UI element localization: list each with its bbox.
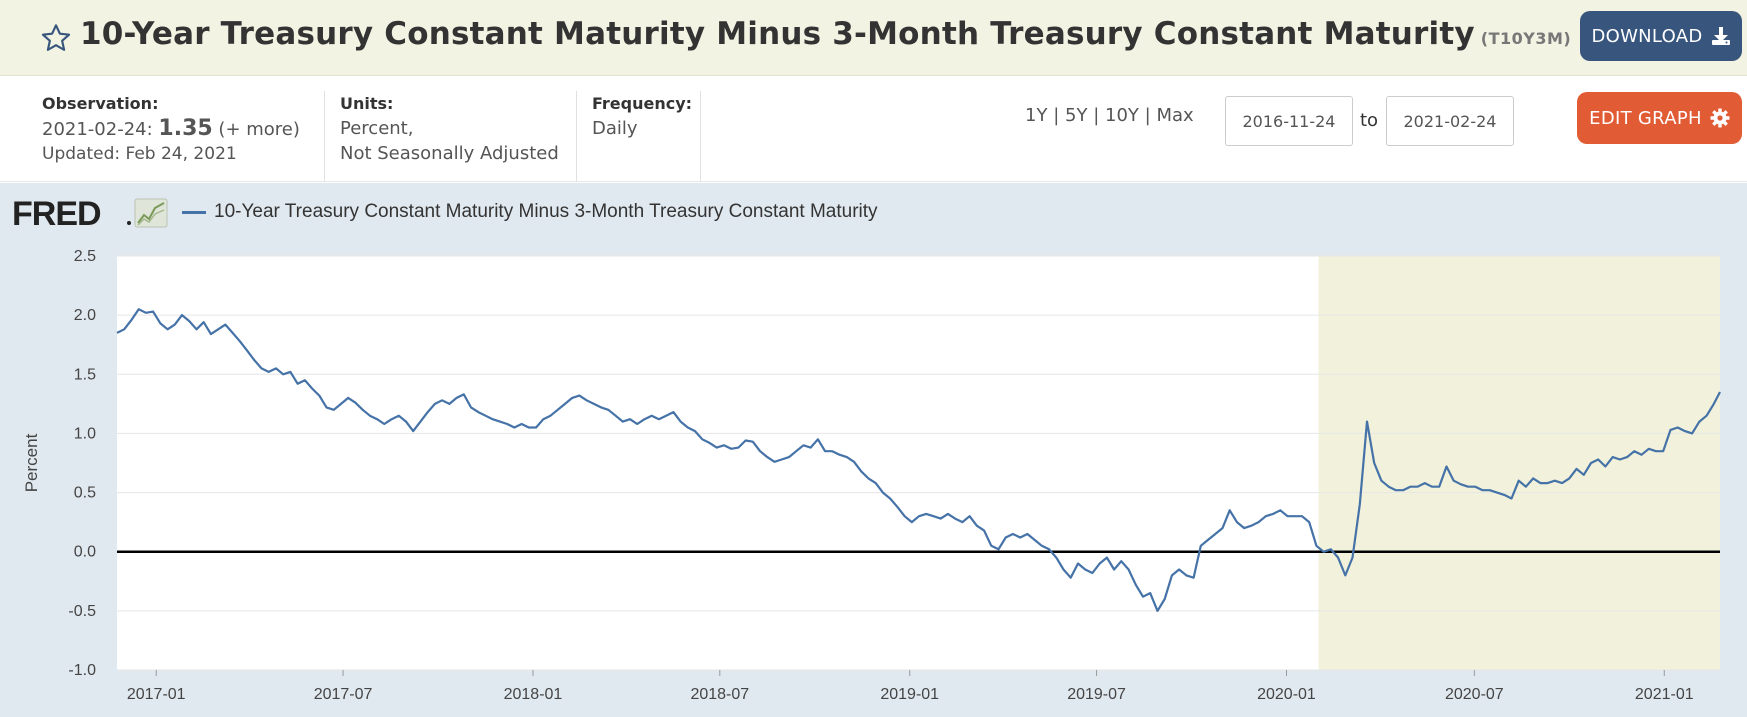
y-tick-label: 2.5 [74, 248, 96, 265]
range-1y-link[interactable]: 1Y [1025, 105, 1048, 126]
y-tick-label: 0.0 [74, 544, 96, 561]
observation-value: 1.35 [158, 116, 213, 141]
observation-label: Observation: [42, 94, 159, 113]
x-tick-label: 2020-01 [1257, 686, 1316, 703]
x-tick-label: 2018-01 [504, 686, 563, 703]
units-block: Units: Percent, Not Seasonally Adjusted [340, 91, 559, 166]
meta-divider [700, 91, 701, 181]
x-tick-label: 2020-07 [1445, 686, 1504, 703]
end-date-input[interactable] [1386, 96, 1514, 146]
range-max-link[interactable]: Max [1156, 105, 1194, 126]
line-chart: 2.5 2.0 1.5 1.0 0.5 0.0 -0.5 -1.0 2017-01 2017-07… [22, 248, 1721, 703]
fred-logo: FRED [12, 195, 168, 231]
y-tick-label: -1.0 [68, 662, 96, 679]
meta-divider [324, 91, 325, 181]
series-title-bar: 10-Year Treasury Constant Maturity Minus… [0, 0, 1747, 76]
units-label: Units: [340, 94, 394, 113]
x-tick-label: 2021-01 [1635, 686, 1694, 703]
download-button[interactable]: DOWNLOAD [1580, 11, 1742, 61]
observation-more-link[interactable]: (+ more) [218, 119, 300, 140]
to-label: to [1360, 110, 1379, 131]
range-links: 1Y | 5Y | 10Y | Max [1025, 105, 1194, 126]
start-date-input[interactable] [1225, 96, 1353, 146]
legend-series-name: 10-Year Treasury Constant Maturity Minus… [214, 201, 878, 222]
range-5y-link[interactable]: 5Y [1065, 105, 1088, 126]
range-separator: | [1053, 105, 1060, 126]
recession-shading [1318, 256, 1720, 670]
y-tick-label: -0.5 [68, 603, 96, 620]
x-tick-label: 2017-01 [127, 686, 186, 703]
x-tick-label: 2019-07 [1067, 686, 1126, 703]
observation-block: Observation: 2021-02-24: 1.35 (+ more) U… [42, 91, 300, 167]
y-axis-label: Percent [22, 433, 41, 492]
y-tick-label: 2.0 [74, 307, 96, 324]
gear-icon [1710, 108, 1730, 128]
frequency-block: Frequency: Daily [592, 91, 692, 141]
download-label: DOWNLOAD [1591, 25, 1703, 47]
series-title-text: 10-Year Treasury Constant Maturity Minus… [80, 16, 1475, 52]
series-meta-row: Observation: 2021-02-24: 1.35 (+ more) U… [0, 77, 1747, 182]
range-separator: | [1144, 105, 1151, 126]
x-tick-label: 2018-07 [690, 686, 749, 703]
page-title: 10-Year Treasury Constant Maturity Minus… [80, 16, 1571, 52]
range-10y-link[interactable]: 10Y [1105, 105, 1139, 126]
meta-divider [576, 91, 577, 181]
svg-text:FRED: FRED [12, 195, 101, 231]
observation-date: 2021-02-24: [42, 119, 153, 140]
chart-area: FRED 10-Year Treasury Constant Maturity … [0, 183, 1747, 717]
edit-graph-button[interactable]: EDIT GRAPH [1577, 92, 1742, 144]
chart-legend: 10-Year Treasury Constant Maturity Minus… [182, 201, 878, 223]
frequency-value: Daily [592, 118, 638, 139]
updated-date: Updated: Feb 24, 2021 [42, 144, 237, 164]
y-tick-label: 1.5 [74, 366, 96, 383]
x-tick-label: 2017-07 [314, 686, 373, 703]
edit-graph-label: EDIT GRAPH [1589, 107, 1702, 129]
range-separator: | [1093, 105, 1100, 126]
x-tick-label: 2019-01 [880, 686, 939, 703]
y-tick-label: 1.0 [74, 425, 96, 442]
download-icon [1711, 27, 1730, 45]
legend-swatch [182, 210, 206, 214]
series-id: (T10Y3M) [1480, 29, 1572, 48]
units-line-1: Percent, [340, 118, 414, 139]
y-tick-label: 0.5 [74, 485, 96, 502]
units-line-2: Not Seasonally Adjusted [340, 143, 559, 164]
frequency-label: Frequency: [592, 94, 693, 113]
star-icon[interactable] [40, 22, 72, 54]
